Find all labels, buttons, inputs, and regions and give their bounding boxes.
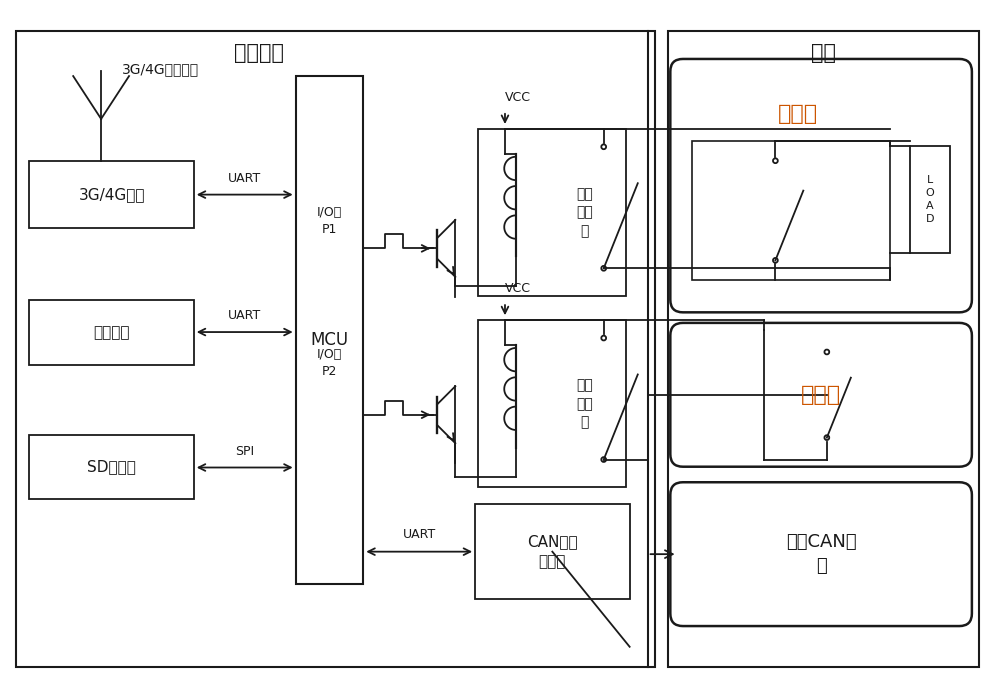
Text: I/O口
P1: I/O口 P1 bbox=[317, 206, 342, 236]
Bar bbox=[296, 76, 363, 584]
Text: UART: UART bbox=[228, 309, 261, 322]
Text: UART: UART bbox=[403, 528, 436, 541]
Text: 车门锁: 车门锁 bbox=[801, 385, 841, 405]
Bar bbox=[910, 146, 950, 253]
Text: 3G/4G单元: 3G/4G单元 bbox=[78, 187, 145, 202]
Bar bbox=[475, 504, 630, 599]
Text: 车载终端: 车载终端 bbox=[234, 43, 284, 63]
Text: VCC: VCC bbox=[505, 282, 531, 295]
Text: L
O
A
D: L O A D bbox=[925, 175, 934, 224]
Text: I/O口
P2: I/O口 P2 bbox=[317, 348, 342, 378]
Text: 电门锁: 电门锁 bbox=[778, 104, 818, 124]
Text: 第一
继电
器: 第一 继电 器 bbox=[576, 187, 593, 238]
Text: CAN信号
收发器: CAN信号 收发器 bbox=[527, 534, 578, 569]
Bar bbox=[478, 129, 626, 296]
Text: 3G/4G单元天线: 3G/4G单元天线 bbox=[122, 62, 200, 76]
Text: SPI: SPI bbox=[235, 444, 254, 457]
Text: MCU: MCU bbox=[310, 331, 349, 349]
Bar bbox=[668, 31, 979, 667]
Bar bbox=[29, 161, 194, 228]
Text: SD存储卡: SD存储卡 bbox=[87, 460, 136, 475]
Text: 蓝牙单元: 蓝牙单元 bbox=[93, 325, 130, 340]
Bar bbox=[29, 300, 194, 365]
Text: UART: UART bbox=[228, 172, 261, 185]
Text: 车辆CAN总
线: 车辆CAN总 线 bbox=[786, 533, 856, 575]
Text: VCC: VCC bbox=[505, 90, 531, 104]
Text: 车辆: 车辆 bbox=[811, 43, 836, 63]
Bar bbox=[478, 320, 626, 487]
Bar bbox=[692, 141, 890, 280]
Bar bbox=[29, 435, 194, 500]
Bar bbox=[16, 31, 655, 667]
Text: 第二
继电
器: 第二 继电 器 bbox=[576, 378, 593, 429]
